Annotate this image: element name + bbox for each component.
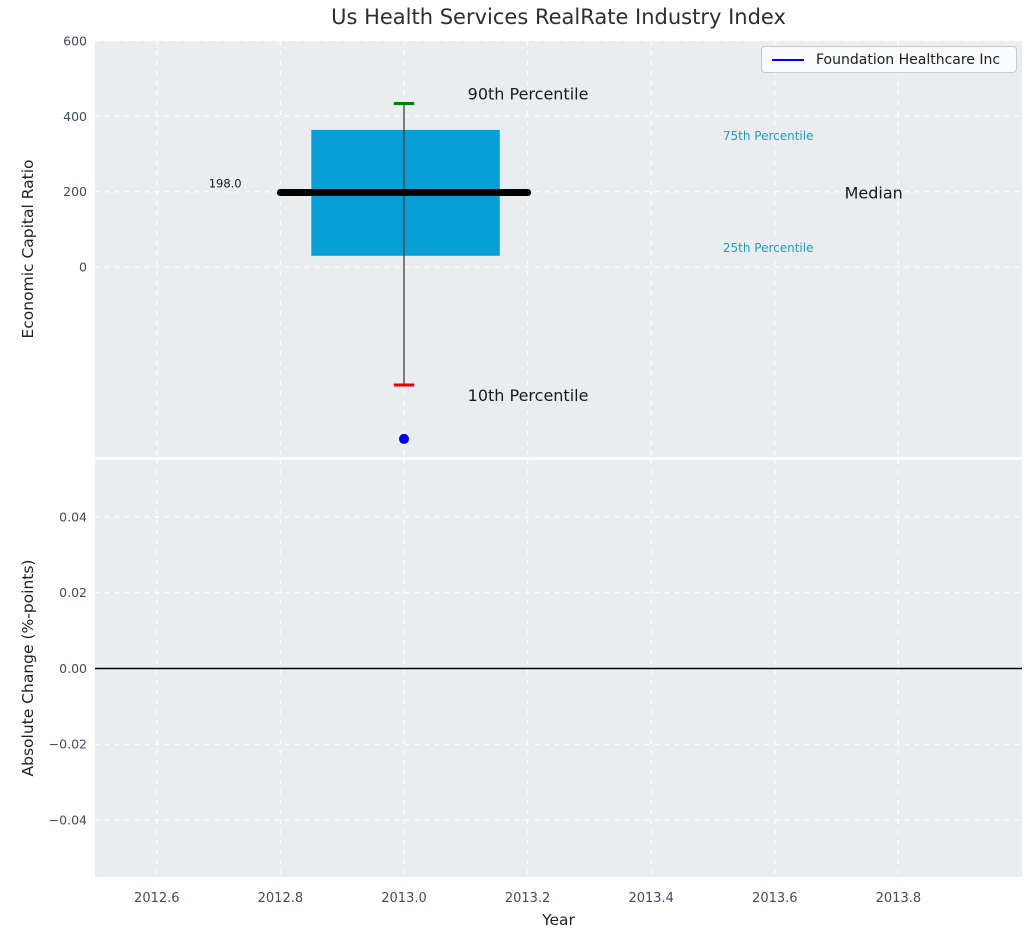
- ytick-label: −0.04: [49, 813, 87, 828]
- legend-line-icon: [772, 58, 804, 61]
- annotation: 198.0: [209, 176, 242, 190]
- company-point: [399, 433, 409, 444]
- xtick-label: 2013.8: [876, 891, 922, 906]
- legend-label: Foundation Healthcare Inc: [816, 51, 1001, 68]
- annotation: 90th Percentile: [468, 85, 589, 104]
- ytick-label: 0.04: [59, 509, 87, 524]
- chart-title: Us Health Services RealRate Industry Ind…: [331, 5, 786, 29]
- y-axis-label-bottom: Absolute Change (%-points): [19, 559, 37, 777]
- ytick-label: 400: [63, 109, 87, 124]
- ytick-label: 0.02: [59, 585, 87, 600]
- ytick-label: 600: [63, 33, 87, 48]
- ytick-label: 200: [63, 184, 87, 199]
- ytick-label: −0.02: [49, 737, 87, 752]
- xtick-label: 2012.8: [258, 891, 304, 906]
- annotation: Median: [845, 183, 903, 202]
- ytick-label: 0.00: [59, 661, 87, 676]
- ytick-label: 0: [79, 259, 87, 274]
- xtick-label: 2013.6: [752, 891, 798, 906]
- x-axis-label: Year: [542, 911, 575, 929]
- annotation: 75th Percentile: [723, 129, 814, 143]
- legend: Foundation Healthcare Inc: [761, 46, 1017, 73]
- xtick-label: 2012.6: [134, 891, 180, 906]
- plot-area: [95, 41, 1022, 457]
- xtick-label: 2013.2: [505, 891, 551, 906]
- xtick-label: 2013.0: [381, 891, 427, 906]
- y-axis-label-top: Economic Capital Ratio: [19, 159, 37, 339]
- xtick-label: 2013.4: [628, 891, 674, 906]
- annotation: 25th Percentile: [723, 241, 814, 255]
- annotation: 10th Percentile: [468, 386, 589, 405]
